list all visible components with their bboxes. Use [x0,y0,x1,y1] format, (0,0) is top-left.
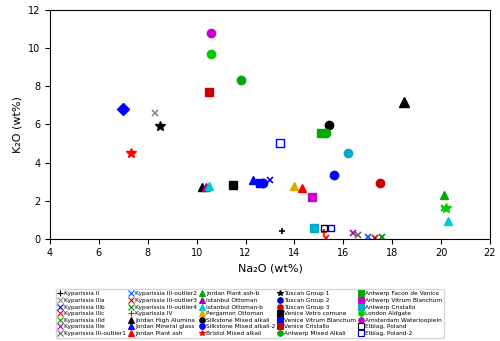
Y-axis label: K₂O (wt%): K₂O (wt%) [12,96,22,153]
Legend: Kyparissia II, Kyparissia IIIa, Kyparissia IIIb, Kyparissia IIIc, Kyparissia III: Kyparissia II, Kyparissia IIIa, Kypariss… [56,289,444,338]
X-axis label: Na₂O (wt%): Na₂O (wt%) [238,264,302,274]
